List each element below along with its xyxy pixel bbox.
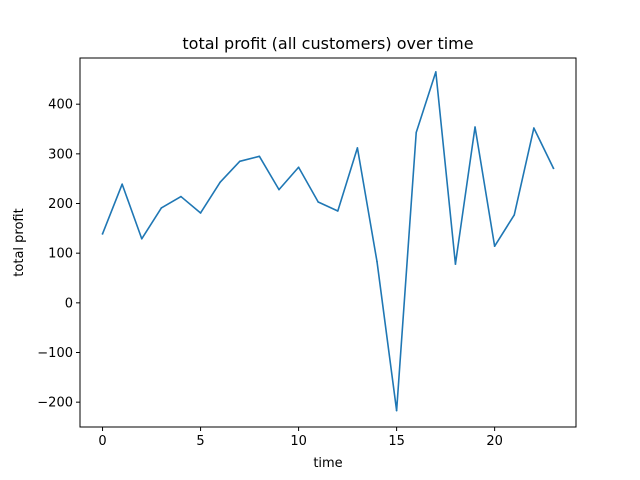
y-tick-label: −100 bbox=[37, 346, 73, 361]
plot-area bbox=[101, 71, 555, 412]
y-tick-label: 0 bbox=[65, 296, 73, 311]
data-point bbox=[513, 214, 516, 216]
data-point bbox=[101, 233, 104, 235]
y-tick-label: −200 bbox=[37, 396, 73, 411]
data-point bbox=[337, 210, 339, 212]
data-point bbox=[278, 188, 280, 191]
data-point bbox=[140, 237, 143, 240]
data-point bbox=[454, 263, 457, 265]
data-point bbox=[552, 167, 555, 170]
data-point bbox=[199, 212, 202, 214]
data-point bbox=[121, 183, 123, 185]
x-tick-label: 10 bbox=[290, 434, 307, 449]
data-point bbox=[493, 245, 496, 248]
data-point bbox=[415, 131, 418, 134]
y-tick-label: 300 bbox=[48, 147, 73, 162]
data-point bbox=[395, 409, 398, 412]
data-point bbox=[219, 181, 221, 183]
data-point bbox=[297, 166, 300, 169]
axis-ticks: 0 5 10 15 20 −200 −100 0 100 200 300 400 bbox=[37, 98, 503, 449]
x-tick-label: 15 bbox=[388, 434, 405, 449]
data-point bbox=[258, 155, 261, 158]
data-point bbox=[238, 160, 241, 163]
data-point bbox=[533, 127, 535, 129]
y-tick-label: 400 bbox=[48, 98, 73, 113]
x-tick-label: 20 bbox=[486, 434, 503, 449]
data-point bbox=[356, 147, 359, 149]
data-point bbox=[435, 71, 437, 73]
chart-title: total profit (all customers) over time bbox=[182, 34, 473, 53]
data-point bbox=[376, 260, 378, 263]
data-point bbox=[317, 201, 320, 203]
series-line-0 bbox=[101, 71, 555, 412]
x-tick-label: 5 bbox=[196, 434, 204, 449]
y-axis-label: total profit bbox=[12, 208, 27, 276]
y-tick-label: 100 bbox=[48, 247, 73, 262]
axes-frame bbox=[79, 57, 577, 428]
x-axis-label: time bbox=[313, 456, 342, 471]
x-tick-label: 0 bbox=[98, 434, 106, 449]
data-point bbox=[160, 207, 163, 209]
data-point bbox=[474, 126, 476, 128]
y-tick-label: 200 bbox=[48, 197, 73, 212]
data-point bbox=[180, 195, 182, 198]
